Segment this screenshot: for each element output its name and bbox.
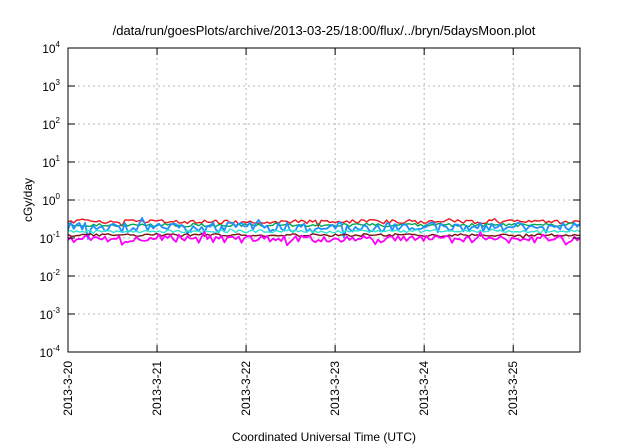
- y-tick-label: 10-4: [40, 344, 61, 360]
- y-axis: 10-4 10-3 10-2 10-1 100 101 102 103 104: [40, 40, 580, 360]
- y-tick-label: 103: [42, 78, 60, 94]
- grid: [68, 48, 580, 352]
- y-tick-label: 10-2: [40, 268, 61, 284]
- x-tick-label: 2013-3-20: [61, 361, 75, 416]
- series-line-4: [67, 228, 581, 235]
- x-axis: 2013-3-20 2013-3-21 2013-3-22 2013-3-23 2013…: [61, 48, 520, 416]
- series-line-5: [67, 233, 581, 239]
- y-tick-label: 100: [42, 192, 60, 208]
- series-line-2: [67, 221, 581, 228]
- y-tick-label: 101: [42, 154, 60, 170]
- series-line-1: [67, 218, 581, 227]
- series-line-6: [67, 231, 581, 247]
- y-tick-label: 102: [42, 116, 60, 132]
- y-tick-label: 10-3: [40, 306, 61, 322]
- x-tick-label: 2013-3-23: [328, 361, 342, 416]
- x-axis-label: Coordinated Universal Time (UTC): [232, 430, 416, 444]
- x-tick-label: 2013-3-22: [239, 361, 253, 416]
- x-tick-label: 2013-3-21: [150, 361, 164, 416]
- y-tick-label: 104: [42, 40, 60, 56]
- y-axis-label: cGy/day: [21, 178, 35, 222]
- x-tick-label: 2013-3-24: [417, 361, 431, 416]
- y-tick-label: 10-1: [40, 230, 61, 246]
- x-tick-label: 2013-3-25: [506, 361, 520, 416]
- series-line-3: [67, 217, 581, 240]
- series-layer: [67, 217, 581, 247]
- chart-title: /data/run/goesPlots/archive/2013-03-25/1…: [113, 23, 536, 38]
